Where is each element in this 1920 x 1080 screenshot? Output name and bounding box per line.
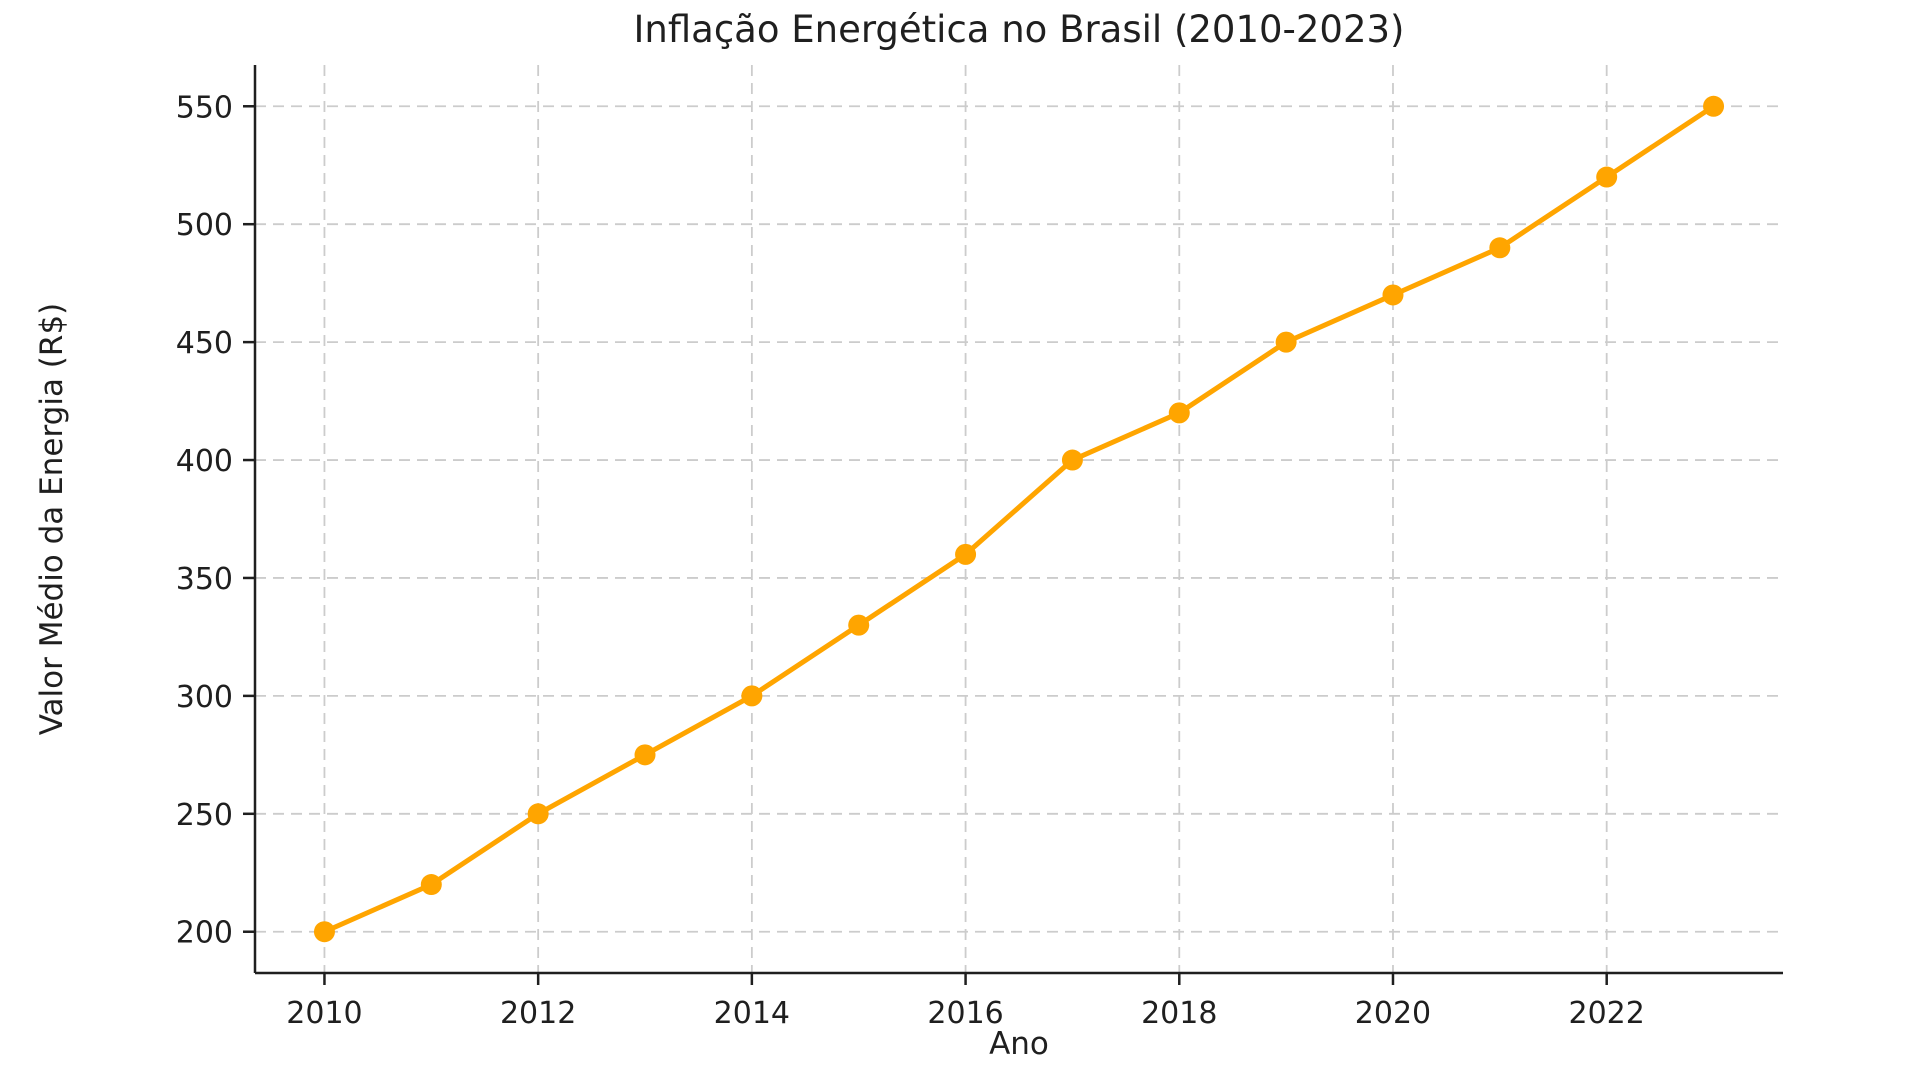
data-point-marker <box>1489 237 1511 259</box>
y-tick-label: 250 <box>176 798 233 833</box>
data-point-marker <box>741 685 763 707</box>
y-tick-label: 300 <box>176 680 233 715</box>
data-point-marker <box>420 874 442 896</box>
x-tick-label: 2012 <box>500 996 576 1031</box>
y-tick-label: 450 <box>176 326 233 361</box>
data-point-marker <box>848 614 870 636</box>
x-tick-label: 2022 <box>1569 996 1645 1031</box>
y-tick-label: 200 <box>176 916 233 951</box>
y-tick-label: 500 <box>176 208 233 243</box>
y-tick-label: 550 <box>176 90 233 125</box>
data-point-marker <box>955 543 977 565</box>
data-point-marker <box>1382 284 1404 306</box>
series-line <box>321 103 1717 935</box>
data-point-marker <box>1061 449 1083 471</box>
data-point-marker <box>634 744 656 766</box>
y-tick-label: 350 <box>176 562 233 597</box>
chart-title: Inflação Energética no Brasil (2010-2023… <box>633 8 1405 51</box>
data-point-marker <box>527 803 549 825</box>
x-tick-label: 2010 <box>286 996 362 1031</box>
data-point-marker <box>1275 331 1297 353</box>
data-point-marker <box>1703 95 1725 117</box>
x-tick-label: 2016 <box>927 996 1003 1031</box>
x-tick-label: 2014 <box>714 996 790 1031</box>
x-tick-label: 2018 <box>1141 996 1217 1031</box>
x-tick-label: 2020 <box>1355 996 1431 1031</box>
x-axis-label: Ano <box>989 1026 1049 1062</box>
data-point-marker <box>313 921 335 943</box>
data-point-marker <box>1596 166 1618 188</box>
y-tick-label: 400 <box>176 444 233 479</box>
data-point-marker <box>1168 402 1190 424</box>
